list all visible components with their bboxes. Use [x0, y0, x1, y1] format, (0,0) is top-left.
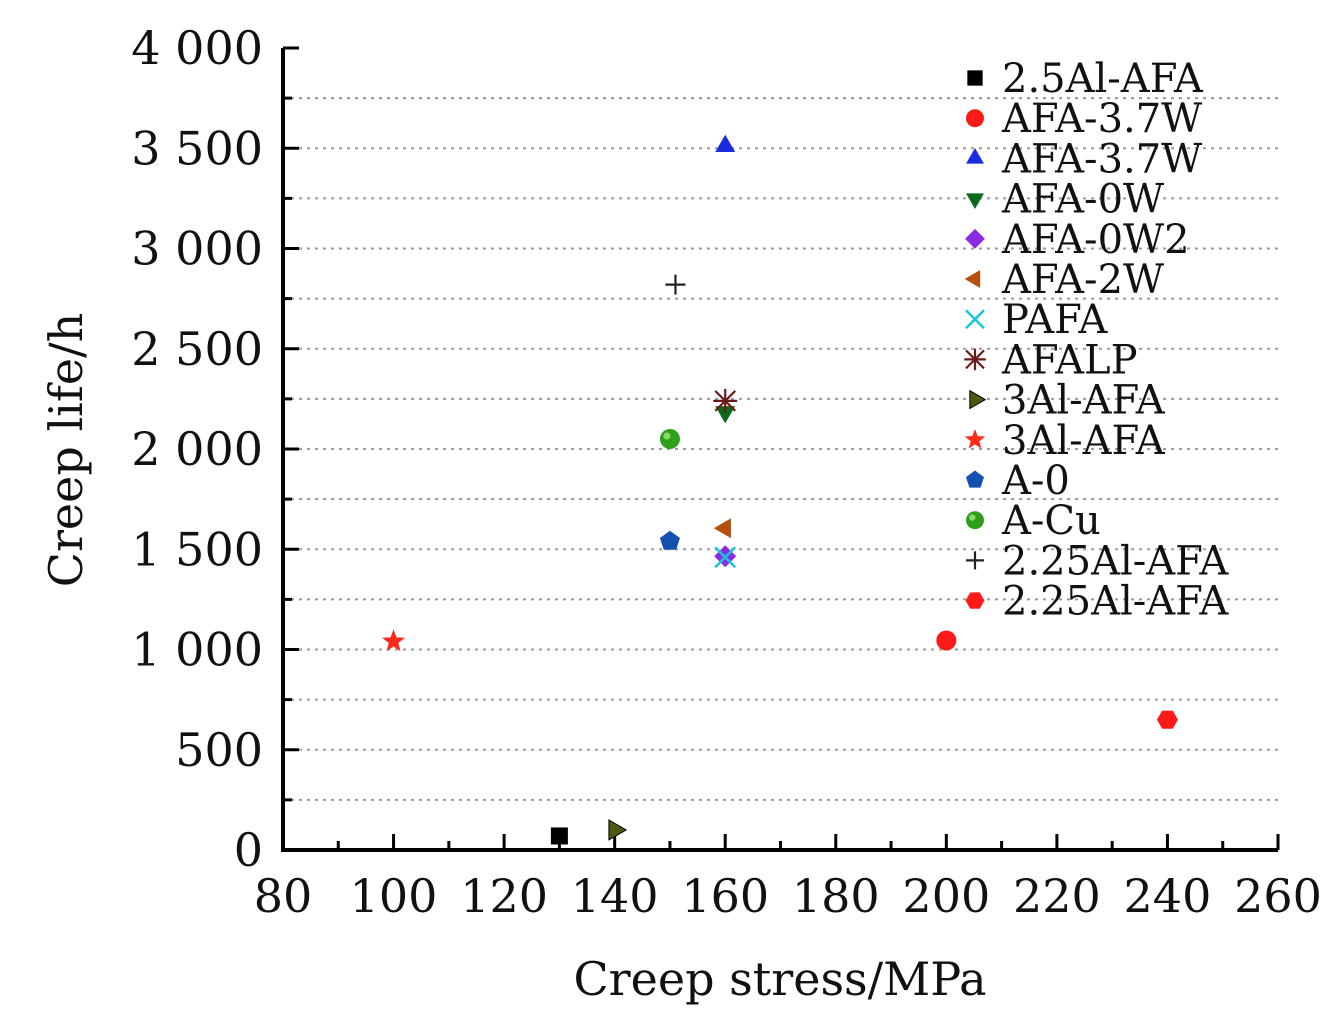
legend-label: AFA-0W2	[1001, 217, 1190, 263]
data-point-8	[608, 819, 628, 841]
legend-label: 2.25Al-AFA	[1002, 579, 1229, 625]
legend-item: AFA-3.7W	[966, 96, 1202, 142]
x-tick-label: 140	[571, 869, 659, 923]
legend-label: AFA-0W	[1001, 177, 1164, 223]
legend-marker	[965, 309, 985, 330]
legend-item: 2.25Al-AFA	[965, 579, 1229, 625]
legend-marker	[966, 193, 984, 209]
y-tick-label: 3 000	[131, 222, 263, 276]
gridlines	[283, 97, 1278, 801]
data-point-13	[1156, 710, 1178, 729]
data-point-1	[936, 630, 957, 651]
legend-label: A-0	[1001, 458, 1070, 504]
legend-item: AFALP	[964, 337, 1138, 383]
x-tick-label: 100	[350, 869, 438, 923]
y-tick-label: 1 000	[131, 623, 263, 677]
legend-label: 3Al-AFA	[1002, 418, 1166, 464]
y-tick-label: 500	[175, 723, 263, 777]
legend-label: 3Al-AFA	[1002, 378, 1166, 424]
data-point-2	[715, 134, 736, 152]
data-point-5	[713, 518, 731, 539]
x-tick-label: 220	[1013, 869, 1101, 923]
legend-marker	[966, 470, 984, 488]
x-tick-label: 160	[681, 869, 769, 923]
legend-marker	[966, 109, 984, 128]
legend-marker	[966, 511, 984, 530]
legend-item: 3Al-AFA	[964, 418, 1166, 464]
y-axis-title: Creep life/h	[39, 313, 93, 588]
legend-marker	[964, 429, 986, 449]
data-point-12	[665, 274, 686, 295]
legend-marker	[966, 551, 984, 570]
x-tick-label: 80	[254, 869, 313, 923]
legend-label: 2.25Al-AFA	[1002, 538, 1229, 584]
legend-label: PAFA	[1002, 297, 1108, 343]
legend-label: AFALP	[1001, 337, 1138, 383]
x-tick-label: 200	[902, 869, 990, 923]
data-point-9	[382, 629, 405, 652]
data-point-0	[550, 827, 568, 845]
data-points	[382, 134, 1178, 845]
legend-item: AFA-0W2	[965, 217, 1190, 263]
x-axis-ticks: 80 100 120 140 160 180 200 220 240 260	[254, 834, 1322, 923]
y-tick-label: 0	[234, 823, 263, 877]
y-tick-label: 2 500	[131, 322, 263, 376]
y-tick-label: 3 500	[131, 121, 263, 175]
legend-item: AFA-0W	[966, 177, 1164, 223]
y-tick-label: 1 500	[131, 522, 263, 576]
x-tick-label: 180	[792, 869, 880, 923]
legend: 2.5Al-AFAAFA-3.7WAFA-3.7WAFA-0WAFA-0W2AF…	[964, 56, 1229, 625]
legend-item: 2.5Al-AFA	[967, 56, 1204, 102]
data-point-10	[659, 530, 680, 550]
data-point-3	[715, 406, 736, 424]
legend-label: AFA-3.7W	[1001, 136, 1202, 182]
y-tick-label: 4 000	[131, 21, 263, 75]
y-axis-ticks: 0 500 1 000 1 500 2 000 2 500 3 000 3 500 4 000	[131, 21, 299, 877]
legend-marker	[965, 228, 985, 249]
data-point-6	[714, 546, 737, 569]
legend-item: A-0	[966, 458, 1070, 504]
x-tick-label: 240	[1124, 869, 1212, 923]
legend-item: PAFA	[965, 297, 1108, 343]
legend-marker	[966, 148, 984, 164]
legend-item: 2.25Al-AFA	[966, 538, 1229, 584]
legend-item: AFA-2W	[964, 257, 1164, 303]
legend-marker	[964, 270, 981, 288]
legend-marker	[967, 70, 983, 86]
legend-marker	[964, 348, 986, 371]
legend-label: AFA-3.7W	[1001, 96, 1202, 142]
legend-label: 2.5Al-AFA	[1002, 56, 1204, 102]
x-tick-label: 260	[1234, 869, 1322, 923]
x-axis-title: Creep stress/MPa	[573, 952, 986, 1006]
legend-item: 3Al-AFA	[969, 378, 1166, 424]
data-point-7	[713, 388, 738, 413]
legend-item: A-Cu	[966, 498, 1101, 544]
x-tick-label: 120	[460, 869, 548, 923]
data-point-11	[659, 428, 680, 449]
legend-marker	[969, 389, 987, 410]
y-tick-label: 2 000	[131, 422, 263, 476]
legend-marker	[965, 592, 985, 609]
legend-label: AFA-2W	[1001, 257, 1164, 303]
legend-item: AFA-3.7W	[966, 136, 1202, 182]
legend-label: A-Cu	[1001, 498, 1101, 544]
